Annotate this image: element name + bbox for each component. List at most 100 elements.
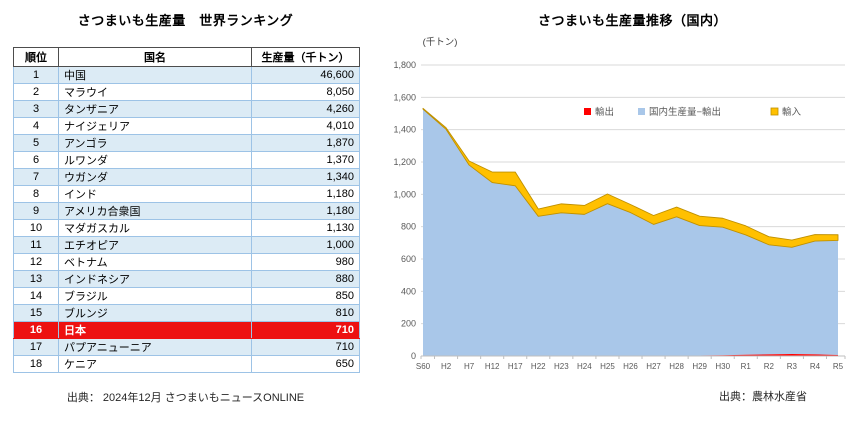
cell-country: アメリカ合衆国 bbox=[58, 202, 252, 220]
cell-value: 850 bbox=[251, 287, 360, 305]
cell-country: マダガスカル bbox=[58, 219, 252, 237]
trend-source-note: 出典：農林水産省 bbox=[719, 391, 807, 403]
cell-country: 日本 bbox=[58, 321, 252, 339]
table-row: 6 ルワンダ 1,370 bbox=[13, 151, 360, 169]
legend-label-1: 国内生産量−輸出 bbox=[649, 106, 721, 118]
table-row: 2 マラウイ 8,050 bbox=[13, 83, 360, 101]
x-tick-label: R5 bbox=[833, 362, 844, 371]
table-row-japan-highlight: 16 日本 710 bbox=[13, 321, 360, 339]
trend-chart-title: さつまいも生産量推移（国内） bbox=[537, 13, 727, 28]
cell-country: マラウイ bbox=[58, 83, 252, 101]
cell-country: パプアニューニア bbox=[58, 338, 252, 356]
cell-value: 880 bbox=[251, 270, 360, 288]
cell-country: ケニア bbox=[58, 355, 252, 373]
cell-value: 980 bbox=[251, 253, 360, 271]
x-tick-label: H26 bbox=[623, 362, 638, 371]
cell-value: 1,000 bbox=[251, 236, 360, 254]
table-row: 14 ブラジル 850 bbox=[13, 287, 360, 305]
y-axis-unit-label: (千トン) bbox=[423, 37, 458, 48]
cell-rank: 10 bbox=[13, 219, 59, 237]
y-tick-label: 1,400 bbox=[393, 125, 416, 135]
cell-rank: 3 bbox=[13, 100, 59, 118]
x-tick-label: H2 bbox=[441, 362, 452, 371]
cell-value: 1,130 bbox=[251, 219, 360, 237]
table-row: 9 アメリカ合衆国 1,180 bbox=[13, 202, 360, 220]
x-tick-label: H23 bbox=[554, 362, 569, 371]
cell-value: 4,260 bbox=[251, 100, 360, 118]
cell-value: 710 bbox=[251, 338, 360, 356]
cell-country: 中国 bbox=[58, 66, 252, 84]
cell-value: 4,010 bbox=[251, 117, 360, 135]
table-row: 4 ナイジェリア 4,010 bbox=[13, 117, 360, 135]
cell-country: ルワンダ bbox=[58, 151, 252, 169]
table-row: 1 中国 46,600 bbox=[13, 66, 360, 84]
x-tick-label: R2 bbox=[764, 362, 775, 371]
cell-rank: 9 bbox=[13, 202, 59, 220]
cell-value: 1,870 bbox=[251, 134, 360, 152]
cell-value: 710 bbox=[251, 321, 360, 339]
cell-value: 1,180 bbox=[251, 185, 360, 203]
cell-country: ブラジル bbox=[58, 287, 252, 305]
table-row: 12 ベトナム 980 bbox=[13, 253, 360, 271]
col-header-0: 順位 bbox=[13, 47, 59, 67]
y-tick-label: 1,600 bbox=[393, 92, 416, 102]
legend-label-0: 輸出 bbox=[595, 106, 614, 118]
cell-rank: 8 bbox=[13, 185, 59, 203]
y-tick-label: 0 bbox=[411, 351, 416, 361]
cell-country: ナイジェリア bbox=[58, 117, 252, 135]
ranking-table: 順位 国名 生産量（千トン） 1 中国 46,600 2 マラウイ 8,050 3 タンザニア 4,… bbox=[13, 47, 360, 373]
cell-value: 46,600 bbox=[251, 66, 360, 84]
cell-country: エチオピア bbox=[58, 236, 252, 254]
cell-value: 8,050 bbox=[251, 83, 360, 101]
x-tick-label: R3 bbox=[787, 362, 798, 371]
area-domestic-production bbox=[423, 109, 838, 356]
table-row: 11 エチオピア 1,000 bbox=[13, 236, 360, 254]
y-tick-label: 800 bbox=[401, 222, 416, 232]
cell-rank: 11 bbox=[13, 236, 59, 254]
y-tick-label: 200 bbox=[401, 319, 416, 329]
cell-rank: 14 bbox=[13, 287, 59, 305]
x-tick-label: H17 bbox=[508, 362, 523, 371]
cell-country: タンザニア bbox=[58, 100, 252, 118]
legend-label-2: 輸入 bbox=[782, 106, 802, 118]
table-row: 17 パプアニューニア 710 bbox=[13, 338, 360, 356]
table-row: 15 ブルンジ 810 bbox=[13, 304, 360, 322]
y-tick-label: 600 bbox=[401, 254, 416, 264]
table-row: 7 ウガンダ 1,340 bbox=[13, 168, 360, 186]
x-tick-label: H29 bbox=[692, 362, 707, 371]
cell-value: 810 bbox=[251, 304, 360, 322]
x-tick-label: R4 bbox=[810, 362, 821, 371]
cell-rank: 16 bbox=[13, 321, 59, 339]
col-header-1: 国名 bbox=[58, 47, 252, 67]
area-imports bbox=[422, 107, 839, 248]
x-tick-label: H12 bbox=[485, 362, 500, 371]
cell-country: ウガンダ bbox=[58, 168, 252, 186]
x-tick-label: H30 bbox=[715, 362, 730, 371]
cell-rank: 7 bbox=[13, 168, 59, 186]
cell-rank: 17 bbox=[13, 338, 59, 356]
x-tick-label: S60 bbox=[416, 362, 431, 371]
cell-country: インドネシア bbox=[58, 270, 252, 288]
stacked-area-chart: 0 200 400 600 800 1,000 1,200 1,400 1,600 1,800 (千… bbox=[393, 37, 846, 371]
x-tick-label: R1 bbox=[741, 362, 752, 371]
legend-swatch-1 bbox=[638, 108, 645, 115]
cell-value: 1,340 bbox=[251, 168, 360, 186]
legend-swatch-0 bbox=[584, 108, 591, 115]
col-header-2: 生産量（千トン） bbox=[251, 47, 360, 67]
table-row: 10 マダガスカル 1,130 bbox=[13, 219, 360, 237]
cell-rank: 15 bbox=[13, 304, 59, 322]
cell-country: アンゴラ bbox=[58, 134, 252, 152]
cell-value: 650 bbox=[251, 355, 360, 373]
x-tick-label: H28 bbox=[669, 362, 684, 371]
cell-country: ブルンジ bbox=[58, 304, 252, 322]
y-tick-label: 400 bbox=[401, 286, 416, 296]
x-tick-label: H27 bbox=[646, 362, 661, 371]
cell-rank: 2 bbox=[13, 83, 59, 101]
table-row: 5 アンゴラ 1,870 bbox=[13, 134, 360, 152]
legend-swatch-2 bbox=[770, 107, 779, 116]
cell-value: 1,180 bbox=[251, 202, 360, 220]
ranking-table-header: 順位 国名 生産量（千トン） bbox=[13, 47, 360, 67]
table-row: 13 インドネシア 880 bbox=[13, 270, 360, 288]
x-tick-label: H25 bbox=[600, 362, 615, 371]
